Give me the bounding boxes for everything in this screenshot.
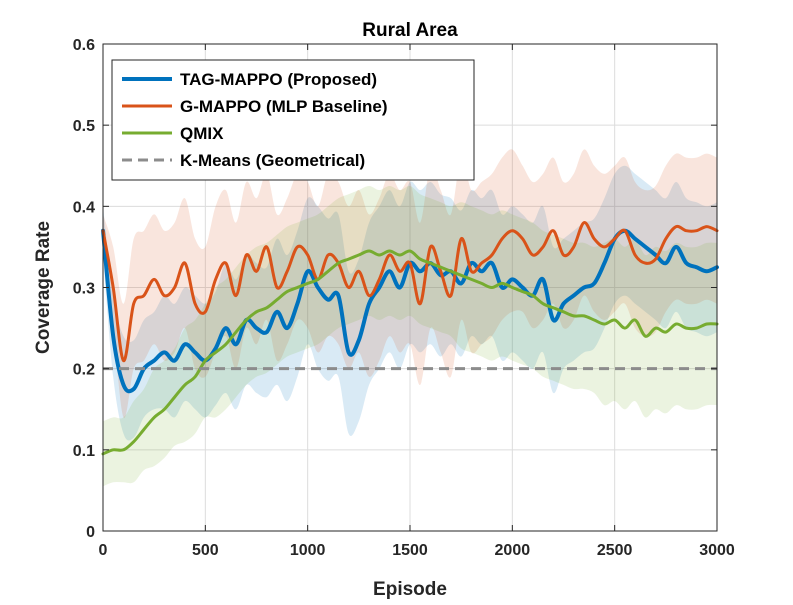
y-tick-label: 0.6: [73, 37, 95, 54]
x-tick-label: 2500: [597, 542, 633, 559]
legend-label-qmix: QMIX: [180, 124, 224, 143]
confidence-bands: [103, 149, 717, 487]
legend-label-k-means-geometrical: K-Means (Geometrical): [180, 151, 365, 170]
x-tick-label: 500: [192, 542, 219, 559]
y-tick-label: 0: [86, 524, 95, 541]
x-tick-label: 2000: [495, 542, 531, 559]
x-tick-label: 1000: [290, 542, 326, 559]
series-lines: [101, 221, 719, 456]
x-tick-label: 1500: [392, 542, 428, 559]
legend: TAG-MAPPO (Proposed) G-MAPPO (MLP Baselin…: [111, 59, 475, 181]
x-tick-label: 0: [99, 542, 108, 559]
chart-title: Rural Area: [362, 20, 458, 41]
legend-label-tag-mappo-proposed: TAG-MAPPO (Proposed): [180, 70, 377, 89]
y-tick-label: 0.3: [73, 281, 95, 298]
x-tick-label: 3000: [699, 542, 735, 559]
legend-box: [111, 59, 475, 181]
y-tick-label: 0.4: [73, 199, 95, 216]
qmix-band: [103, 185, 717, 487]
tag-mappo-proposed-band: [103, 165, 717, 441]
y-tick-label: 0.2: [73, 362, 95, 379]
axis-ticks: 0 500 1000 1500 2000 2500 3000 0 0.1 0.2 0.3 0.4 0.5…: [73, 37, 735, 559]
y-tick-label: 0.5: [73, 118, 95, 135]
y-tick-label: 0.1: [73, 443, 95, 460]
y-axis-title: Coverage Rate: [33, 221, 54, 354]
g-mappo-mlp-baseline-band: [103, 149, 717, 419]
qmix-line: [101, 249, 719, 456]
x-axis-title: Episode: [373, 579, 447, 600]
g-mappo-mlp-baseline-line: [101, 221, 719, 363]
legend-label-g-mappo-mlp-baseline: G-MAPPO (MLP Baseline): [180, 97, 388, 116]
